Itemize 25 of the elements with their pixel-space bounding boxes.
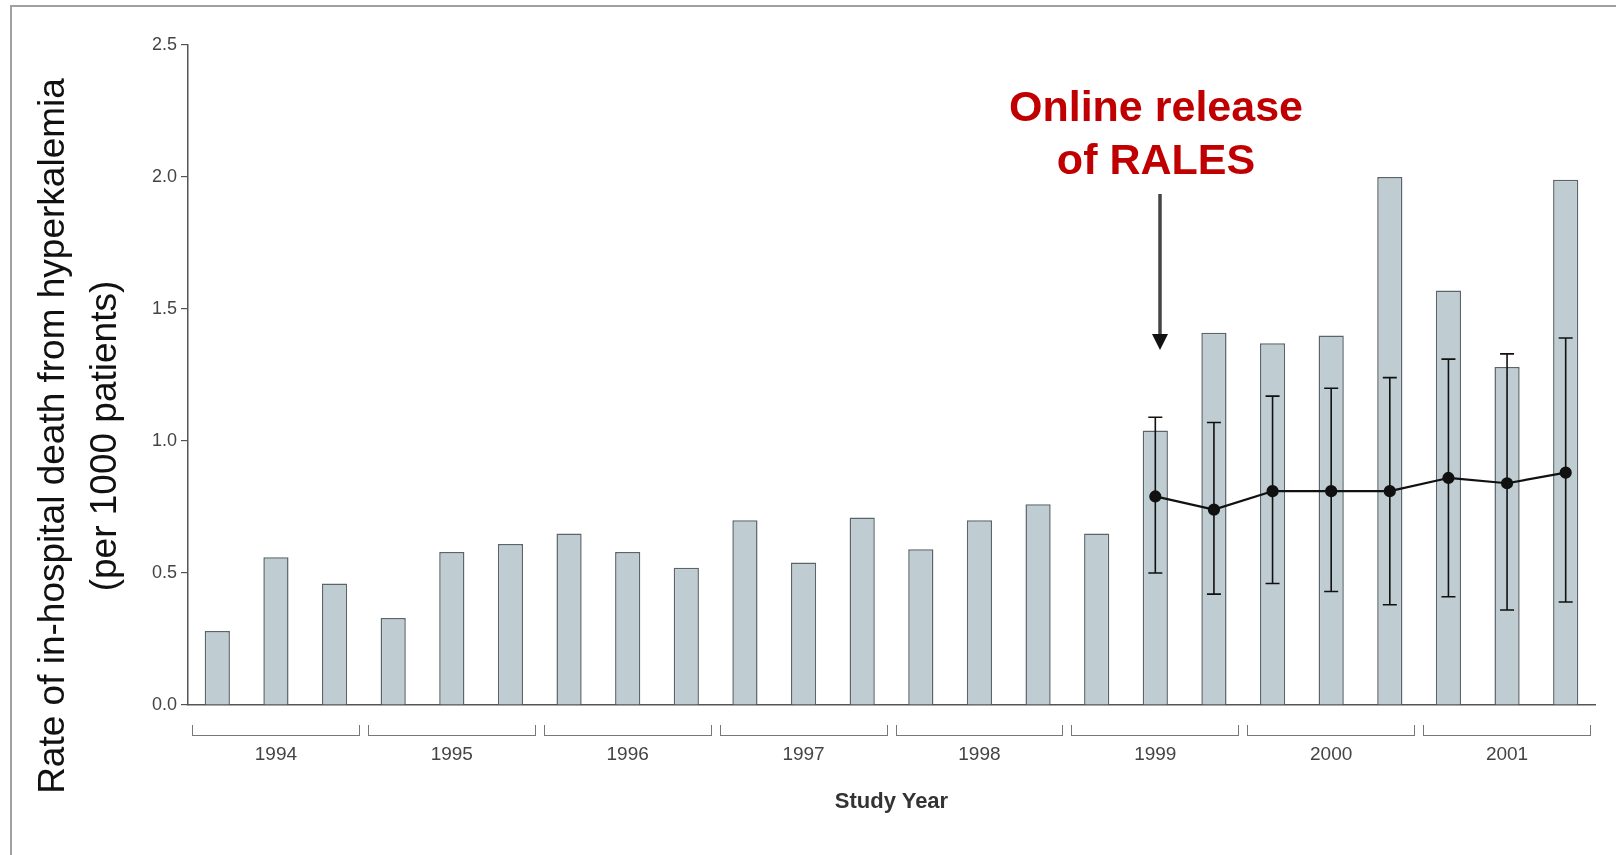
y-tick-label: 1.0: [151, 429, 177, 450]
point: [1149, 490, 1162, 503]
x-tick-label: 1996: [606, 742, 649, 764]
y-tick-label: 2.5: [151, 33, 177, 54]
x-axis-title: Study Year: [834, 787, 949, 813]
y-axis-title: Rate of in-hospital death from hyperkalemia (per 1000 patients): [30, 77, 125, 796]
point: [1266, 485, 1279, 498]
point: [1325, 485, 1338, 498]
annotation: Online release of RALES: [1008, 81, 1304, 185]
y-tick-label: 2.0: [151, 165, 177, 186]
x-tick-label: 2001: [1485, 742, 1529, 764]
x-tick-label: 1998: [958, 742, 1001, 764]
point: [1559, 466, 1572, 479]
point: [1442, 471, 1455, 485]
x-tick-label: 2000: [1310, 742, 1353, 764]
point: [1207, 503, 1221, 516]
x-tick-label: 1994: [254, 742, 298, 764]
y-tick-label: 1.5: [151, 297, 177, 318]
x-tick-label: 1999: [1134, 742, 1177, 764]
point: [1383, 485, 1396, 498]
y-tick-label: 0.0: [151, 693, 177, 714]
y-tick-label: 0.5: [151, 561, 177, 582]
point: [1500, 477, 1514, 490]
x-tick-label: 1995: [430, 742, 473, 764]
x-tick-label: 1997: [782, 742, 825, 764]
